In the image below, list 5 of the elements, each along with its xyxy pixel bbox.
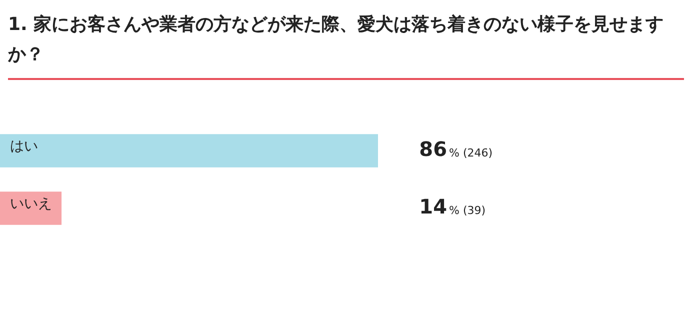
y-tick-label: いいえ	[10, 196, 52, 212]
data-label: 14% (39)	[419, 194, 486, 218]
chart-title: 1. 家にお客さんや業者の方などが来た際、愛犬は落ち着きのない様子を見せますか？	[8, 10, 684, 80]
y-tick-label: はい	[10, 138, 38, 154]
data-label: 86% (246)	[419, 136, 493, 161]
